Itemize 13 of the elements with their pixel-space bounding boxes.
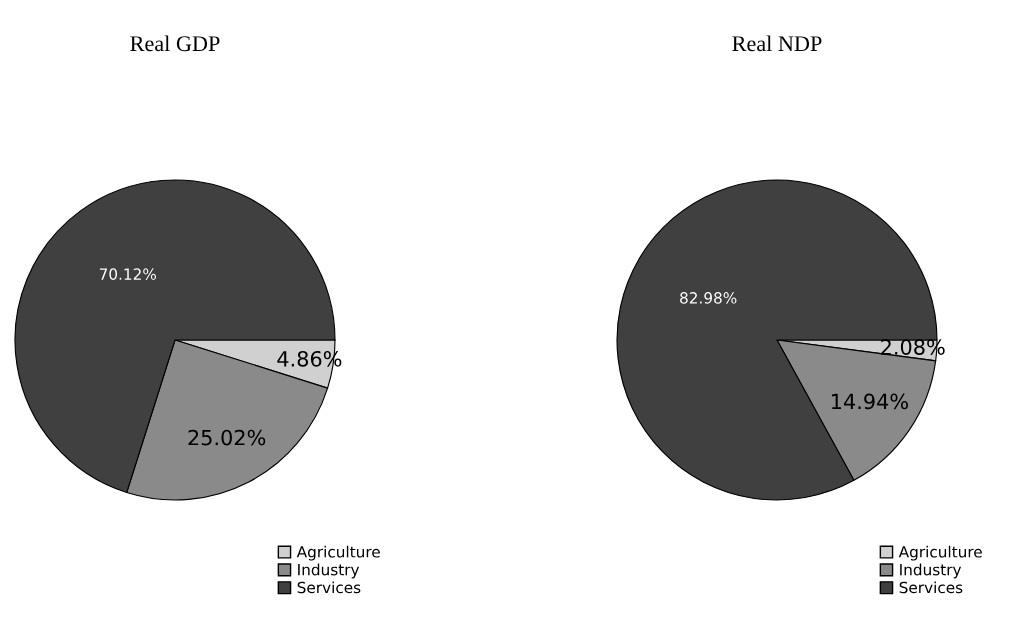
legend-label: Services: [899, 581, 963, 594]
data-label: 4.86%: [277, 350, 342, 367]
legend-label: Industry: [900, 563, 962, 579]
legend-label: Agriculture: [898, 545, 982, 561]
data-label: 70.12%: [99, 268, 157, 280]
data-label: 14.94%: [832, 393, 908, 410]
data-label: 25.02%: [188, 429, 266, 446]
chart-title: Real GDP: [130, 35, 220, 52]
legend-label: Industry: [298, 563, 360, 579]
legend-label: Agriculture: [296, 545, 380, 561]
legend-label: Services: [297, 581, 361, 594]
data-label: 82.98%: [680, 292, 737, 304]
chart-title: Real NDP: [732, 35, 822, 52]
